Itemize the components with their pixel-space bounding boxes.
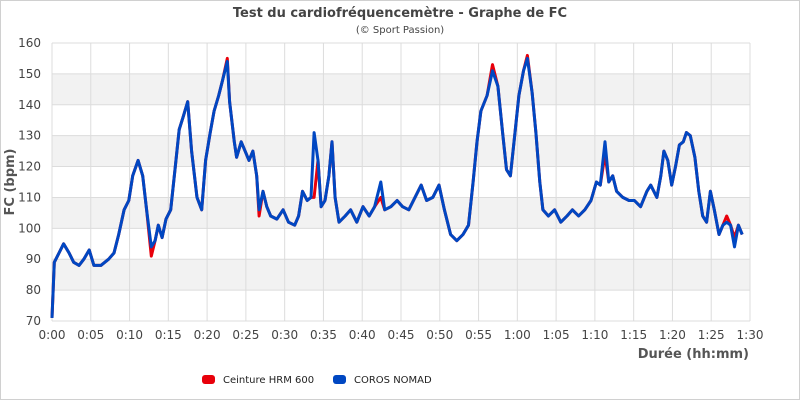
- x-tick-label: 0:00: [39, 328, 66, 342]
- legend-item-hrm600[interactable]: Ceinture HRM 600: [202, 375, 314, 386]
- x-tick-label: 0:50: [426, 328, 453, 342]
- legend: Ceinture HRM 600 COROS NOMAD: [202, 375, 432, 386]
- y-tick-label: 130: [18, 129, 41, 143]
- y-tick-label: 140: [18, 98, 41, 112]
- y-tick-label: 70: [26, 314, 41, 328]
- x-tick-label: 0:35: [310, 328, 337, 342]
- legend-item-coros[interactable]: COROS NOMAD: [333, 375, 432, 386]
- x-tick-label: 1:20: [659, 328, 686, 342]
- series-points-coros: [51, 58, 743, 319]
- y-tick-label: 80: [26, 283, 41, 297]
- x-tick-label: 0:55: [465, 328, 492, 342]
- legend-label: COROS NOMAD: [354, 375, 432, 386]
- x-tick-label: 0:10: [116, 328, 143, 342]
- y-axis-label: FC (bpm): [3, 149, 18, 216]
- x-tick-label: 1:00: [504, 328, 531, 342]
- x-tick-label: 1:15: [620, 328, 647, 342]
- x-tick-label: 1:05: [543, 328, 570, 342]
- x-tick-label: 0:25: [232, 328, 259, 342]
- x-tick-label: 1:10: [581, 328, 608, 342]
- x-tick-label: 0:20: [194, 328, 221, 342]
- x-axis-label: Durée (hh:mm): [638, 347, 749, 362]
- x-tick-label: 1:25: [698, 328, 725, 342]
- x-tick-label: 0:05: [77, 328, 104, 342]
- y-tick-label: 90: [26, 252, 41, 266]
- legend-swatch-blue: [333, 375, 346, 384]
- legend-swatch-red: [202, 375, 215, 384]
- x-tick-label: 0:45: [388, 328, 415, 342]
- x-tick-label: 0:30: [271, 328, 298, 342]
- y-tick-label: 100: [18, 221, 41, 235]
- y-tick-label: 120: [18, 160, 41, 174]
- x-tick-label: 0:15: [155, 328, 182, 342]
- chart-subtitle: (© Sport Passion): [356, 25, 444, 36]
- legend-label: Ceinture HRM 600: [223, 375, 314, 386]
- chart-title: Test du cardiofréquencemètre - Graphe de…: [233, 6, 567, 21]
- x-tick-label: 1:30: [737, 328, 764, 342]
- y-tick-label: 150: [18, 67, 41, 81]
- y-tick-label: 110: [18, 190, 41, 204]
- y-tick-label: 160: [18, 36, 41, 50]
- x-tick-label: 0:40: [349, 328, 376, 342]
